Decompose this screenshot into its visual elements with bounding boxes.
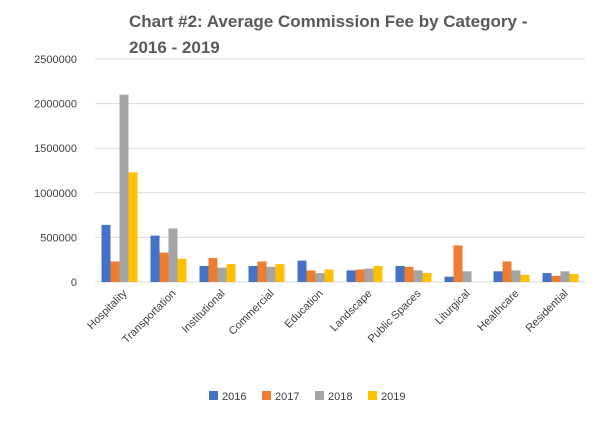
bar-2017-healthcare — [502, 261, 512, 282]
bar-2016-education — [297, 260, 307, 282]
y-tick-label: 1000000 — [34, 188, 77, 200]
legend-label: 2017 — [275, 391, 299, 403]
bar-2017-commercial — [257, 261, 267, 282]
y-tick-label: 500000 — [40, 232, 77, 244]
bar-2018-transportation — [168, 228, 178, 282]
bar-2019-transportation — [177, 258, 187, 282]
y-tick-label: 2500000 — [34, 54, 77, 66]
bar-2018-healthcare — [511, 270, 521, 282]
chart-title-line-1: Chart #2: Average Commission Fee by Cate… — [129, 12, 527, 31]
bar-2019-institutional — [226, 264, 236, 282]
legend-swatch — [262, 391, 271, 400]
bar-2016-healthcare — [493, 271, 503, 282]
bar-2017-liturgical — [453, 245, 463, 282]
bar-2017-public-spaces — [404, 266, 414, 282]
bar-2017-residential — [551, 275, 561, 282]
bar-2018-commercial — [266, 266, 276, 282]
bar-2018-landscape — [364, 268, 374, 282]
bar-2019-commercial — [275, 264, 285, 282]
bar-2017-institutional — [208, 257, 218, 282]
y-tick-label: 0 — [71, 277, 77, 289]
legend-label: 2019 — [381, 391, 405, 403]
legend-swatch — [315, 391, 324, 400]
bar-2016-transportation — [150, 235, 160, 282]
bar-2016-public-spaces — [395, 265, 405, 282]
bar-2018-public-spaces — [413, 270, 423, 282]
bar-2017-hospitality — [110, 261, 120, 282]
bar-2016-commercial — [248, 265, 258, 282]
bar-2018-institutional — [217, 267, 227, 282]
bar-2019-public-spaces — [422, 273, 432, 282]
bar-2016-residential — [542, 273, 552, 282]
legend: 2016 2017 2018 2019 — [209, 391, 405, 403]
bar-2019-hospitality — [128, 172, 138, 282]
bar-2018-residential — [560, 271, 570, 282]
bar-2018-education — [315, 273, 325, 282]
y-tick-label: 2000000 — [34, 99, 77, 111]
y-tick-label: 1500000 — [34, 143, 77, 155]
bars — [101, 94, 579, 283]
bar-2018-liturgical — [462, 271, 472, 282]
bar-2016-liturgical — [444, 276, 454, 282]
legend-swatch — [209, 391, 218, 400]
legend-label: 2018 — [328, 391, 352, 403]
bar-2019-landscape — [373, 265, 383, 282]
y-axis-ticks: 0 500000 1000000 1500000 2000000 2500000 — [34, 54, 77, 289]
bar-2016-institutional — [199, 265, 209, 282]
legend-swatch — [368, 391, 377, 400]
bar-2019-education — [324, 269, 334, 282]
bar-2017-education — [306, 270, 316, 282]
chart-title-line-2: 2016 - 2019 — [129, 38, 220, 57]
bar-2016-hospitality — [101, 224, 111, 282]
bar-2017-landscape — [355, 269, 365, 282]
bar-2019-residential — [569, 273, 579, 282]
legend-label: 2016 — [222, 391, 246, 403]
bar-2019-healthcare — [520, 274, 530, 282]
bar-2016-landscape — [346, 270, 356, 282]
bar-2017-transportation — [159, 252, 169, 282]
bar-2018-hospitality — [119, 94, 129, 283]
